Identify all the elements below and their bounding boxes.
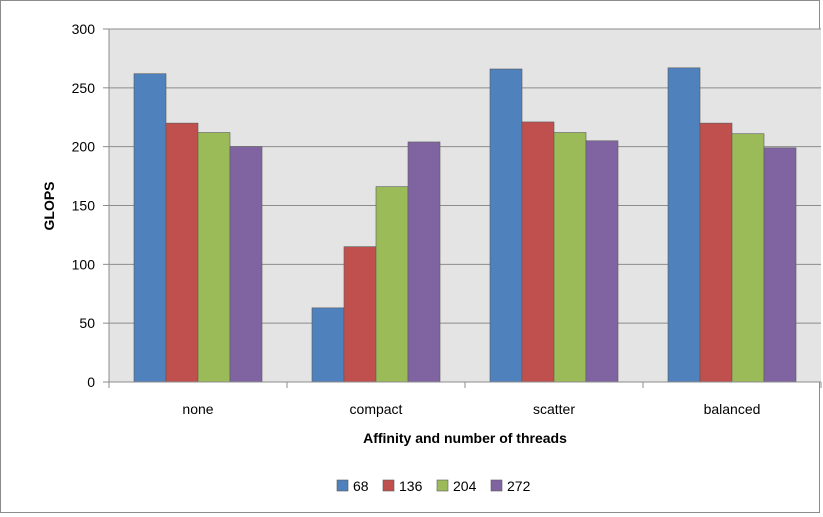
legend-swatch-204 <box>436 479 449 492</box>
x-tick-label: none <box>182 401 213 417</box>
legend-swatch-136 <box>382 479 395 492</box>
legend-label-136: 136 <box>399 478 423 494</box>
legend-swatch-272 <box>490 479 503 492</box>
x-tick-labels: none compact scatter balanced <box>182 401 760 417</box>
y-axis-title: GLOPS <box>41 181 57 230</box>
bar-compact-204 <box>375 186 409 383</box>
y-tick-label: 50 <box>79 315 95 331</box>
x-tick-label: compact <box>350 401 403 417</box>
legend-label-68: 68 <box>353 478 369 494</box>
bar-balanced-272 <box>763 147 797 383</box>
y-tick-labels: 0 50 100 150 200 250 300 <box>72 21 96 390</box>
bar-none-68 <box>133 73 167 383</box>
bars <box>133 67 797 383</box>
bar-balanced-136 <box>699 122 733 383</box>
legend: 68 136 204 272 <box>336 478 531 494</box>
x-axis-title: Affinity and number of threads <box>363 430 567 446</box>
y-tick-label: 250 <box>72 80 96 96</box>
bar-scatter-204 <box>553 132 587 383</box>
bar-compact-136 <box>343 246 377 383</box>
bar-compact-272 <box>407 141 441 383</box>
legend-label-272: 272 <box>507 478 531 494</box>
bar-balanced-68 <box>667 67 701 383</box>
bar-none-204 <box>197 132 231 383</box>
legend-label-204: 204 <box>453 478 477 494</box>
x-tick-label: scatter <box>533 401 575 417</box>
x-tick-label: balanced <box>704 401 761 417</box>
legend-swatch-68 <box>336 479 349 492</box>
bar-balanced-204 <box>731 133 765 383</box>
y-tick-label: 0 <box>87 374 95 390</box>
y-tick-label: 100 <box>72 256 96 272</box>
y-tick-label: 300 <box>72 21 96 37</box>
axes <box>103 28 822 388</box>
bar-scatter-68 <box>489 68 523 383</box>
bar-none-136 <box>165 122 199 383</box>
y-tick-label: 150 <box>72 198 96 214</box>
y-tick-label: 200 <box>72 139 96 155</box>
bar-scatter-272 <box>585 140 619 383</box>
bar-scatter-136 <box>521 121 555 383</box>
bar-compact-68 <box>311 307 345 383</box>
bar-none-272 <box>229 146 263 383</box>
